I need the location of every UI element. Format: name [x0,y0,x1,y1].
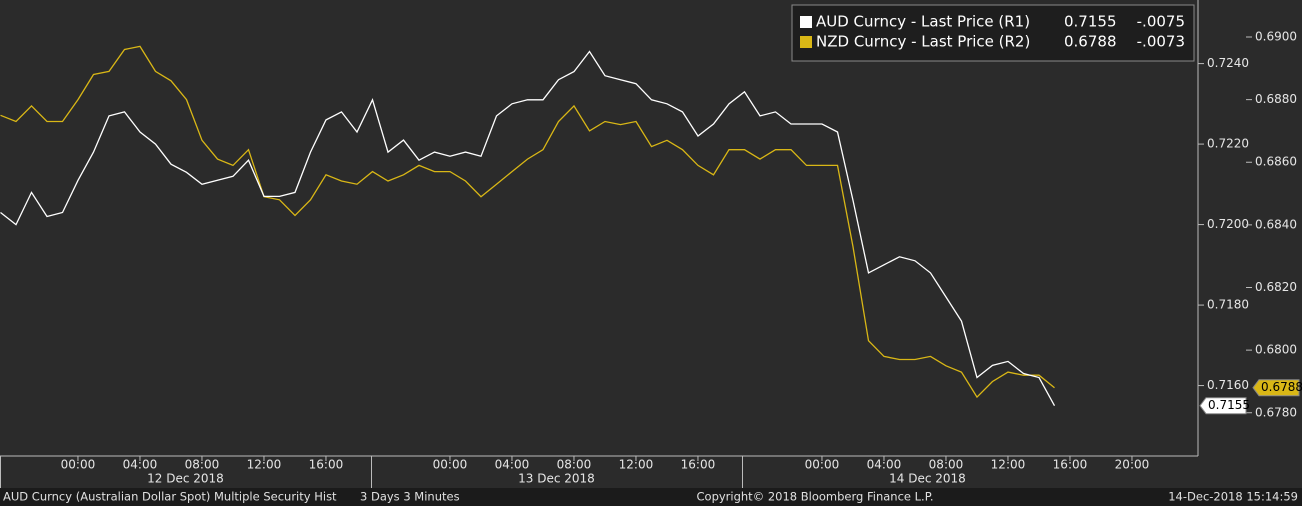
legend-change: -.0073 [1137,33,1185,51]
x-tick-label: 04:00 [867,458,902,472]
y-tick-label: 0.7200 [1207,217,1249,231]
last-value-tag [1199,397,1247,415]
last-value-label: 0.6788 [1261,380,1302,394]
x-tick-label: 16:00 [681,458,716,472]
y-tick-label: 0.7180 [1207,298,1249,312]
y2-tick-label: 0.6880 [1255,92,1297,106]
legend-last: 0.7155 [1064,13,1117,31]
footer-security: AUD Curncy (Australian Dollar Spot) Mult… [3,490,337,504]
day-label: 14 Dec 2018 [889,472,966,486]
y-tick-label: 0.7220 [1207,137,1249,151]
x-tick-label: 12:00 [991,458,1026,472]
footer: AUD Curncy (Australian Dollar Spot) Mult… [3,490,1298,504]
x-tick-label: 16:00 [1053,458,1088,472]
x-tick-label: 00:00 [805,458,840,472]
y2-tick-label: 0.6840 [1255,217,1297,231]
legend-label: NZD Curncy - Last Price (R2) [816,33,1030,51]
y-tick-label: 0.7160 [1207,378,1249,392]
x-tick-label: 04:00 [123,458,158,472]
x-tick-label: 08:00 [557,458,592,472]
y2-tick-label: 0.6780 [1255,405,1297,419]
y2-tick-label: 0.6820 [1255,280,1297,294]
y2-tick-label: 0.6800 [1255,343,1297,357]
x-tick-label: 08:00 [185,458,220,472]
day-label: 13 Dec 2018 [518,472,595,486]
footer-timestamp: 14-Dec-2018 15:14:59 [1168,490,1298,504]
y-tick-label: 0.7240 [1207,56,1249,70]
legend-swatch [800,16,812,28]
x-tick-label: 12:00 [619,458,654,472]
legend-last: 0.6788 [1064,33,1117,51]
day-label: 12 Dec 2018 [147,472,224,486]
last-value-tag [1252,379,1300,397]
legend: AUD Curncy - Last Price (R1) 0.7155 -.0075… [791,4,1195,62]
x-tick-label: 08:00 [929,458,964,472]
legend-swatch [800,36,812,48]
price-line [0,50,1056,407]
legend-label: AUD Curncy - Last Price (R1) [816,13,1030,31]
x-tick-label: 00:00 [433,458,468,472]
price-line [0,45,1055,399]
x-tick-label: 12:00 [247,458,282,472]
y2-tick-label: 0.6860 [1255,155,1297,169]
x-tick-label: 04:00 [495,458,530,472]
legend-change: -.0075 [1137,13,1185,31]
x-tick-label: 00:00 [61,458,96,472]
legend-box [791,4,1195,62]
y2-tick-label: 0.6900 [1255,29,1297,43]
footer-copyright: Copyright© 2018 Bloomberg Finance L.P. [697,490,934,504]
footer-period: 3 Days 3 Minutes [360,490,460,504]
footer-bar [0,488,1302,506]
plot: 00:00 04:00 08:00 12:00 16:00 00:00 04:00 08:00… [0,29,1302,488]
x-tick-label: 20:00 [1115,458,1150,472]
last-value-label: 0.7155 [1208,398,1250,412]
x-tick-label: 16:00 [309,458,344,472]
